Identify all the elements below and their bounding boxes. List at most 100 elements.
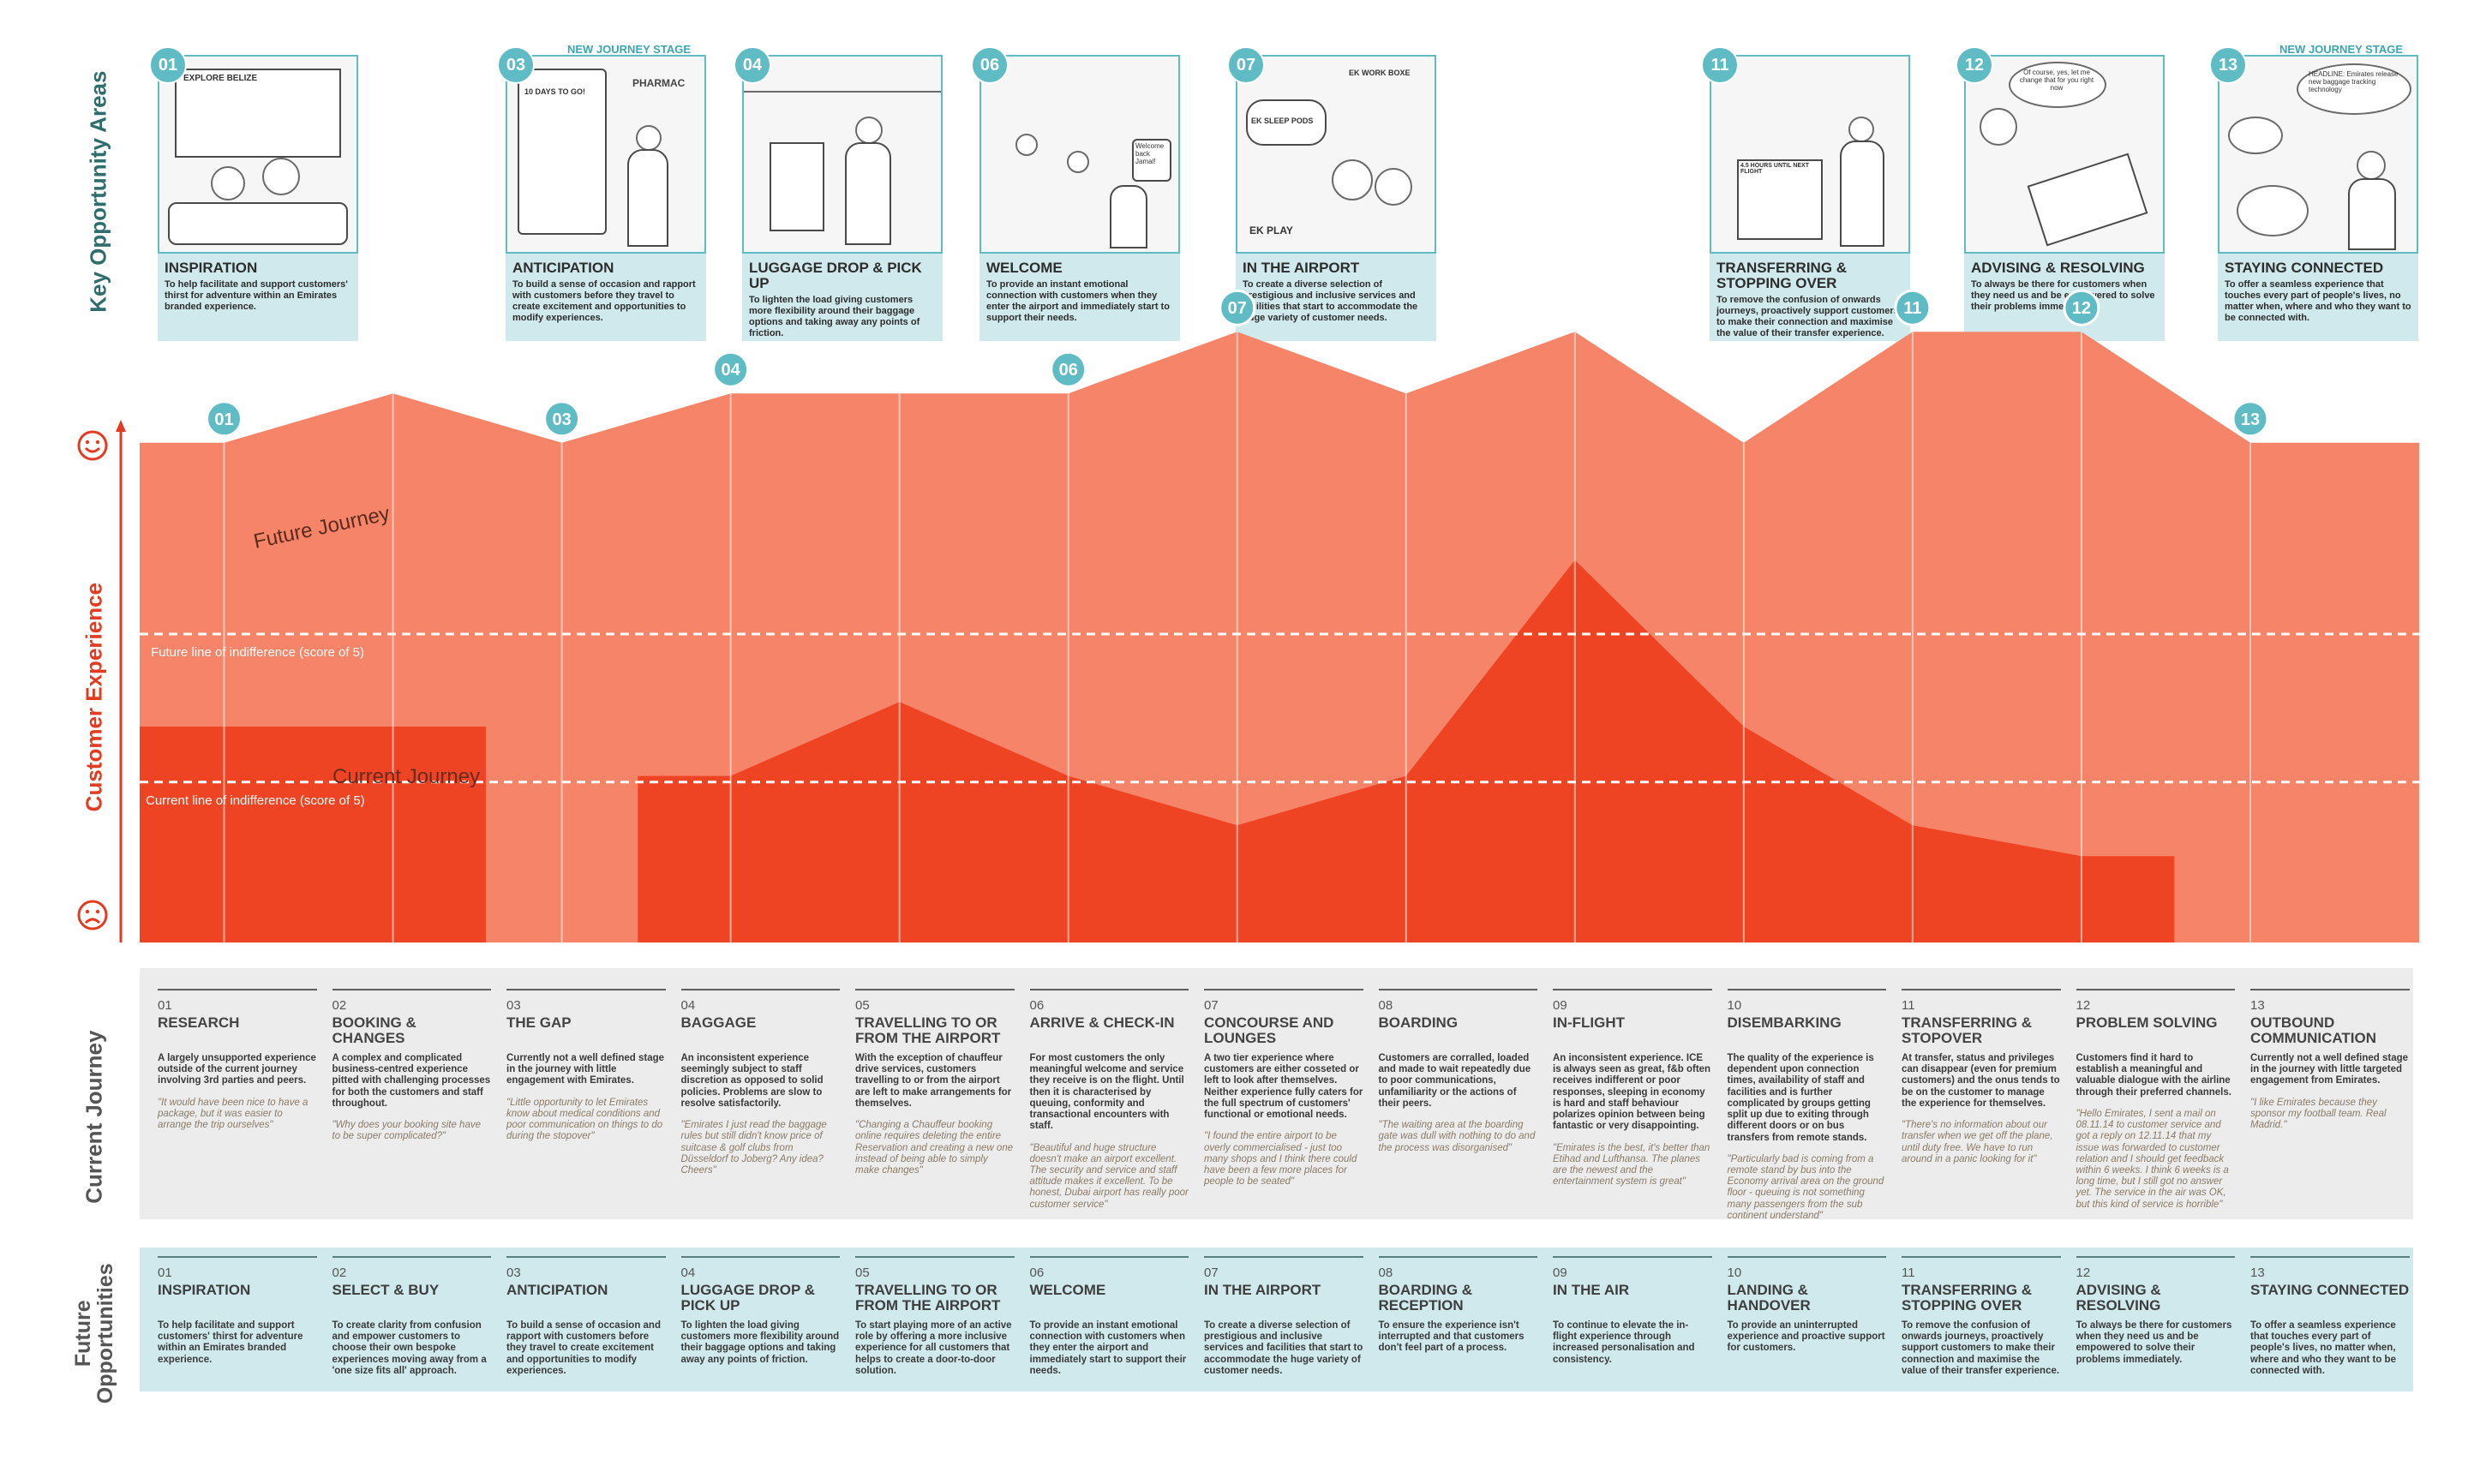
stage-number: 10 — [1727, 998, 1742, 1013]
stage-quote: "There's no information about our transf… — [1902, 1120, 2053, 1164]
stage-description: To continue to elevate the in-flight exp… — [1553, 1320, 1695, 1365]
card-caption: STAYING CONNECTED To offer a seamless ex… — [2218, 254, 2418, 341]
stage-rule — [1553, 989, 1712, 990]
sketch-person-head — [1980, 108, 2017, 146]
card-title: INSPIRATION — [165, 260, 258, 276]
sketch-pharmacy-text: PHARMAC — [632, 77, 686, 89]
stage-description: For most customers the only meaningful w… — [1029, 1053, 1184, 1132]
stage-rule — [1378, 1256, 1537, 1258]
card-number-badge: 03 — [497, 46, 535, 84]
stage-number: 04 — [680, 998, 696, 1013]
card-description: To help facilitate and support customers… — [165, 278, 348, 312]
sketch-speech-bubble — [2228, 117, 2283, 154]
stage-description: To always be there for customers when th… — [2076, 1320, 2232, 1365]
stage-rule — [506, 1256, 666, 1258]
opportunity-card-12[interactable]: Of course, yes, let me change that for y… — [1956, 46, 2165, 341]
sketch-person-head — [855, 117, 883, 144]
stage-number: 11 — [1902, 998, 1915, 1013]
stage-rule — [2250, 989, 2410, 990]
stage-quote: "Emirates I just read the baggage rules … — [680, 1120, 827, 1176]
card-number-badge: 11 — [1701, 46, 1739, 84]
stage-quote: "Hello Emirates, I sent a mail on 08.11.… — [2076, 1108, 2229, 1210]
sketch-person-head — [2357, 151, 2386, 180]
stage-number: 10 — [1727, 1266, 1742, 1280]
new-journey-stage-tag: NEW JOURNEY STAGE — [567, 43, 691, 56]
stage-badge-label-03: 03 — [552, 410, 571, 429]
stage-rule — [506, 989, 666, 990]
stage-number: 01 — [158, 1266, 172, 1280]
sketch-person-body — [845, 142, 891, 245]
sketch-tablet — [518, 69, 607, 235]
current-journey-area — [140, 559, 2175, 942]
card-title: STAYING CONNECTED — [2225, 260, 2384, 276]
card-illustration: HEADLINE: Emirates release new baggage t… — [2218, 55, 2418, 254]
future-stage-08: 08 BOARDING & RECEPTION To ensure the ex… — [1378, 1256, 1537, 1355]
stage-badge-label-07: 07 — [1228, 299, 1247, 318]
sketch-person-head — [1332, 159, 1373, 200]
stage-description: To provide an instant emotional connecti… — [1029, 1320, 1187, 1376]
current-stage-13: 13 OUTBOUND COMMUNICATION Currently not … — [2250, 989, 2410, 1131]
stage-badge-01 — [206, 400, 243, 438]
card-number-badge: 13 — [2209, 46, 2247, 84]
sketch-speech-bubble — [2297, 63, 2411, 115]
card-number-badge: 01 — [149, 46, 187, 84]
opportunity-card-01[interactable]: EXPLORE BELIZE 01 INSPIRATION To help fa… — [149, 46, 358, 341]
stage-rule — [1902, 989, 2061, 990]
stage-title: SELECT & BUY — [332, 1282, 440, 1298]
stage-title: OUTBOUND COMMUNICATION — [2250, 1014, 2376, 1046]
stage-description: A complex and complicated business-centr… — [332, 1053, 491, 1109]
current-stage-07: 07 CONCOURSE AND LOUNGES A two tier expe… — [1204, 989, 1363, 1188]
stage-badge-label-12: 12 — [2072, 299, 2091, 318]
opportunity-card-04[interactable]: 04 LUGGAGE DROP & PICK UP To lighten the… — [734, 46, 943, 341]
stage-title: IN THE AIRPORT — [1204, 1282, 1321, 1298]
stage-description: Currently not a well defined stage in th… — [506, 1053, 665, 1086]
current-journey-panel — [140, 968, 2413, 1219]
stage-description: Customers find it hard to establish a me… — [2076, 1053, 2231, 1098]
opportunity-card-11[interactable]: 4.5 HOURS UNTIL NEXT FLIGHT 11 TRANSFERR… — [1701, 46, 1910, 341]
stage-badge-13 — [2231, 400, 2269, 438]
stage-title: TRAVELLING TO OR FROM THE AIRPORT — [855, 1014, 1001, 1046]
stage-rule — [2076, 1256, 2235, 1258]
current-stage-06: 06 ARRIVE & CHECK-IN For most customers … — [1029, 989, 1189, 1211]
stage-badge-label-01: 01 — [214, 410, 233, 429]
stage-rule — [855, 989, 1015, 990]
future-stage-01: 01 INSPIRATION To help facilitate and su… — [158, 1256, 317, 1366]
card-number-badge: 07 — [1227, 46, 1265, 84]
sketch-change-text: Of course, yes, let me change that for y… — [2019, 69, 2094, 92]
card-title: ADVISING & RESOLVING — [1971, 260, 2145, 276]
stage-number: 03 — [506, 998, 521, 1013]
future-label-line1: Future — [70, 1300, 95, 1367]
stage-quote: "Beautiful and huge structure doesn't ma… — [1029, 1142, 1189, 1210]
card-description: To create a diverse selection of prestig… — [1243, 278, 1418, 323]
opportunity-card-13[interactable]: HEADLINE: Emirates release new baggage t… — [2209, 43, 2418, 341]
stage-number: 11 — [1902, 1266, 1915, 1280]
opportunity-card-07[interactable]: EK SLEEP PODS EK WORK BOXE EK PLAY 07 IN T… — [1227, 46, 1436, 341]
card-illustration: EK SLEEP PODS EK WORK BOXE EK PLAY — [1236, 55, 1436, 254]
stage-rule — [680, 1256, 840, 1258]
stage-number: 05 — [855, 998, 870, 1013]
stage-description: To create clarity from confusion and emp… — [332, 1320, 487, 1376]
future-stage-07: 07 IN THE AIRPORT To create a diverse se… — [1204, 1256, 1363, 1377]
opportunity-card-03[interactable]: 10 DAYS TO GO! PHARMAC 03 NEW JOURNEY STA… — [497, 43, 706, 341]
stage-number: 12 — [2076, 1266, 2091, 1280]
stage-title: DISEMBARKING — [1727, 1014, 1842, 1031]
current-stage-02: 02 BOOKING & CHANGES A complex and compl… — [332, 989, 491, 1143]
current-stage-10: 10 DISEMBARKING The quality of the exper… — [1727, 989, 1886, 1222]
opportunity-card-06[interactable]: Welcome back Jamal! 06 WELCOME To provid… — [971, 46, 1180, 341]
stage-quote: "Particularly bad is coming from a remot… — [1727, 1153, 1884, 1221]
stage-rule — [855, 1256, 1015, 1258]
card-illustration: Welcome back Jamal! — [979, 55, 1180, 254]
card-title: WELCOME — [986, 260, 1063, 276]
stage-description: To start playing more of an active role … — [855, 1320, 1012, 1376]
stage-badge-label-13: 13 — [2241, 410, 2260, 429]
sketch-work-text: EK WORK BOXE — [1349, 69, 1411, 77]
stage-description: To create a diverse selection of prestig… — [1204, 1320, 1363, 1376]
stage-quote: "The waiting area at the boarding gate w… — [1378, 1120, 1536, 1153]
stage-badge-label-11: 11 — [1903, 299, 1921, 318]
sketch-person-head — [1848, 117, 1874, 142]
stage-number: 13 — [2250, 998, 2265, 1013]
stage-badge-label-04: 04 — [722, 361, 741, 380]
future-stage-04: 04 LUGGAGE DROP & PICK UP To lighten the… — [680, 1256, 840, 1366]
stage-rule — [1204, 1256, 1363, 1258]
future-stage-06: 06 WELCOME To provide an instant emotion… — [1029, 1256, 1189, 1377]
